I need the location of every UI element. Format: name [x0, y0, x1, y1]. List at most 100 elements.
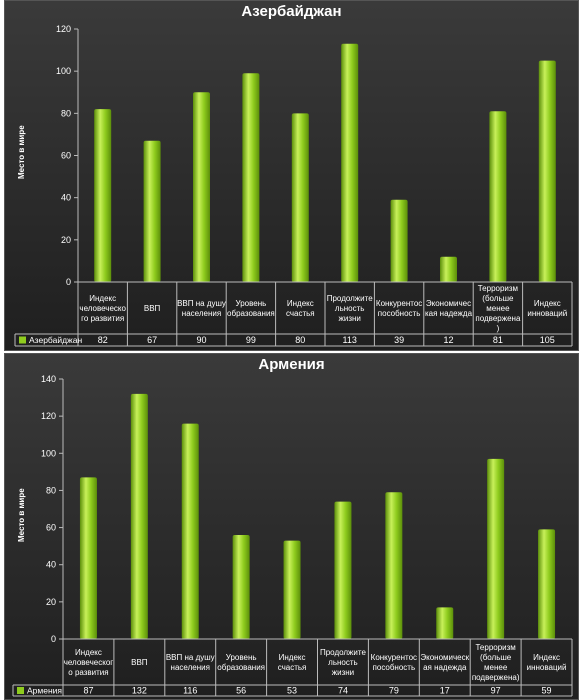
y-tick-label: 80 — [46, 485, 56, 495]
category-label: образования — [217, 663, 265, 672]
bar — [385, 492, 403, 639]
bar — [334, 501, 352, 639]
category-label: подвержена) — [472, 673, 520, 682]
category-label: ВВП на душу — [177, 299, 226, 308]
y-axis-label: Место в мире — [17, 488, 26, 542]
y-tick-label: 80 — [61, 108, 71, 118]
data-value-label: 82 — [98, 335, 108, 345]
category-label: льность — [328, 658, 358, 667]
data-value-label: 39 — [394, 335, 404, 345]
category-label: человеческо — [79, 304, 126, 313]
category-label: кая надежда — [425, 309, 473, 318]
category-label: подвержена — [475, 314, 521, 323]
bar — [193, 92, 210, 282]
data-value-label: 132 — [132, 686, 147, 696]
y-axis-label: Место в мире — [17, 125, 26, 179]
data-value-label: 67 — [147, 335, 157, 345]
category-label: ВВП — [131, 658, 148, 667]
data-value-label: 53 — [287, 686, 297, 696]
category-label: пособность — [378, 309, 421, 318]
category-label: инноваций — [527, 309, 567, 318]
y-tick-label: 40 — [46, 560, 56, 570]
category-label: о развития — [68, 668, 108, 677]
legend-swatch — [17, 687, 24, 694]
bar — [489, 111, 507, 282]
category-label: ая надежда — [423, 663, 467, 672]
data-value-label: 105 — [540, 335, 555, 345]
data-value-label: 113 — [343, 335, 357, 345]
bar — [538, 60, 556, 282]
category-label: Индекс — [287, 299, 314, 308]
category-label: (больше — [480, 653, 512, 662]
data-value-label: 99 — [246, 335, 256, 345]
bar — [181, 423, 199, 639]
y-tick-label: 40 — [61, 193, 71, 203]
legend-swatch — [19, 336, 26, 344]
category-label: (больше — [482, 294, 514, 303]
data-value-label: 59 — [542, 686, 552, 696]
category-label: населения — [182, 309, 221, 318]
y-tick-label: 120 — [56, 24, 71, 34]
chart-title: Азербайджан — [241, 3, 342, 20]
y-tick-label: 60 — [46, 523, 56, 533]
bar — [390, 199, 408, 282]
bar — [436, 607, 454, 639]
y-tick-label: 120 — [41, 411, 56, 421]
category-label: Продолжите — [320, 648, 366, 657]
bar — [232, 535, 250, 639]
category-label: жизни — [339, 314, 361, 323]
legend-label: Азербайджан — [29, 335, 82, 345]
category-label: Уровень — [226, 653, 257, 662]
chart-panel-azerbaijan: 0 20 40 60 80 100 120 Индекс человеческо го разви… — [4, 0, 579, 351]
bar — [130, 393, 148, 639]
data-value-label: 80 — [295, 335, 305, 345]
bar — [283, 540, 301, 639]
category-label: Продолжите — [327, 294, 373, 303]
category-label: Терроризм — [478, 284, 518, 293]
category-label: Уровень — [235, 299, 266, 308]
data-value-label: 90 — [196, 335, 206, 345]
category-label: Экономическ — [420, 653, 469, 662]
category-label: Индекс — [279, 653, 306, 662]
category-label: менее — [486, 304, 510, 313]
y-tick-label: 20 — [61, 235, 71, 245]
category-label: образования — [227, 309, 275, 318]
y-tick-label: 100 — [41, 448, 56, 458]
category-label: пособность — [373, 663, 416, 672]
category-label: Индекс — [89, 294, 116, 303]
bar — [440, 256, 457, 282]
data-value-label: 17 — [440, 686, 450, 696]
data-value-label: 74 — [338, 686, 348, 696]
category-label: льность — [335, 304, 365, 313]
data-value-label: 87 — [83, 686, 93, 696]
data-value-label: 116 — [183, 686, 197, 696]
y-tick-label: 0 — [66, 277, 71, 287]
chart-panel-armenia: 0 20 40 60 80 100 120 140 Индекс человеческог о ра… — [4, 353, 579, 700]
category-label: ) — [497, 324, 500, 333]
chart-title: Армения — [258, 356, 325, 373]
data-value-label: 79 — [389, 686, 399, 696]
y-tick-label: 60 — [61, 151, 71, 161]
category-label: населения — [171, 663, 210, 672]
category-label: ВВП — [144, 304, 161, 313]
category-label: Конкурентос — [376, 299, 422, 308]
y-tick-label: 100 — [56, 66, 71, 76]
data-value-label: 97 — [491, 686, 501, 696]
data-value-label: 56 — [236, 686, 246, 696]
category-label: Индекс — [534, 299, 561, 308]
data-value-label: 12 — [443, 335, 453, 345]
category-label: го развития — [81, 314, 124, 323]
legend-label: Армения — [27, 686, 62, 696]
bar — [143, 140, 161, 282]
bar — [242, 73, 260, 283]
bar — [487, 458, 505, 639]
bar — [341, 43, 359, 283]
category-label: менее — [484, 663, 508, 672]
y-tick-label: 140 — [41, 374, 56, 384]
category-label: жизни — [332, 668, 354, 677]
data-value-label: 81 — [493, 335, 503, 345]
category-label: Конкурентос — [371, 653, 417, 662]
category-label: ВВП на душу — [166, 653, 215, 662]
category-label: Индекс — [75, 648, 102, 657]
